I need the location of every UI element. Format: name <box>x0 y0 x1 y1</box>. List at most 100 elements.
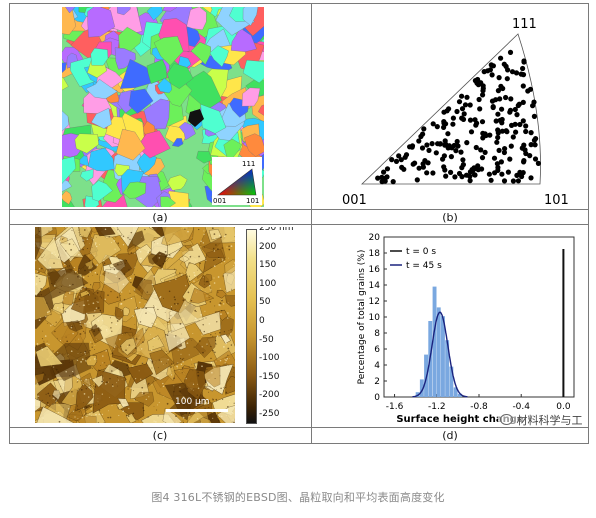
histogram-bars <box>412 249 565 398</box>
orientation-point <box>472 172 478 178</box>
orientation-point <box>462 102 469 108</box>
orientation-point <box>482 149 488 155</box>
ipf-legend-101: 101 <box>246 197 259 205</box>
grid-row-separator <box>9 209 589 210</box>
orientation-point <box>384 166 391 172</box>
orientation-point <box>379 174 385 180</box>
orientation-point <box>430 121 436 127</box>
orientation-point <box>475 167 481 173</box>
y-tick-label: 10 <box>369 313 381 323</box>
orientation-point <box>473 122 479 128</box>
orientation-point <box>497 96 503 102</box>
orientation-point <box>495 167 501 173</box>
orientation-point <box>475 82 482 88</box>
orientation-point <box>467 173 473 179</box>
grid-column-separator <box>311 3 312 444</box>
colorbar-tick-label: 50 <box>259 297 271 308</box>
orientation-point <box>389 157 395 163</box>
y-axis-label: Percentage of total grains (%) <box>357 250 367 385</box>
orientation-point <box>494 139 500 145</box>
orientation-point <box>521 142 527 148</box>
surface-height-histogram: Percentage of total grains (%) Surface h… <box>357 233 575 425</box>
histogram-bar-45s <box>445 340 450 397</box>
orientation-point <box>416 138 422 144</box>
orientation-point <box>461 111 467 117</box>
orientation-point <box>444 108 450 114</box>
orientation-point <box>467 178 473 184</box>
orientation-point <box>433 150 439 156</box>
orientation-point <box>532 142 538 148</box>
colorbar-tick-label: 200 <box>259 241 277 252</box>
orientation-point <box>521 159 527 165</box>
orientation-point <box>448 154 454 160</box>
orientation-point <box>443 173 449 179</box>
orientation-point <box>501 178 508 184</box>
orientation-point <box>459 115 465 121</box>
orientation-point <box>512 121 518 127</box>
pole-111-label: 111 <box>512 17 537 32</box>
orientation-point <box>430 170 436 176</box>
orientation-point <box>390 179 396 185</box>
figure-grid: (a) (b) (c) (d) 111 001 10 <box>9 3 589 444</box>
orientation-point <box>467 117 474 123</box>
orientation-point <box>459 106 466 112</box>
orientation-point <box>398 157 404 163</box>
orientation-point <box>527 86 534 92</box>
orientation-point <box>520 65 526 72</box>
orientation-point <box>523 128 529 135</box>
colorbar-tick-label: 0 <box>259 316 265 326</box>
orientation-point <box>488 62 494 68</box>
grid-border-right <box>588 3 589 444</box>
ipf-legend-111: 111 <box>242 160 255 168</box>
watermark-text: 材料科学与工程 <box>516 414 583 427</box>
orientation-point <box>515 102 521 109</box>
pole-001-label: 001 <box>342 193 367 208</box>
y-tick-label: 0 <box>374 393 380 403</box>
orientation-point <box>450 121 456 127</box>
orientation-point <box>496 147 502 153</box>
orientation-point <box>499 106 505 112</box>
histogram-bar-45s <box>457 393 462 397</box>
orientation-point <box>454 108 460 115</box>
ebsd-map: 111 001 101 <box>62 7 264 207</box>
orientation-point <box>401 166 407 172</box>
orientation-point <box>477 106 483 112</box>
wechat-icon <box>500 414 513 425</box>
orientation-point <box>496 75 502 81</box>
colorbar-tick-label: 250 nm <box>259 227 294 233</box>
y-tick-label: 6 <box>374 345 380 355</box>
legend-label: t = 45 s <box>406 261 442 271</box>
orientation-point <box>480 88 486 94</box>
panel-d-label: (d) <box>442 429 458 442</box>
orientation-point <box>489 72 495 78</box>
orientation-point <box>503 128 509 134</box>
y-tick-label: 12 <box>369 297 380 307</box>
y-tick-label: 14 <box>369 281 381 291</box>
orientation-point <box>453 148 459 154</box>
orientation-point <box>396 153 402 159</box>
orientation-point <box>517 121 523 128</box>
y-tick-label: 16 <box>369 265 381 275</box>
orientation-point <box>508 143 514 149</box>
grid-row-separator <box>9 224 589 225</box>
surface-height-map <box>35 227 235 423</box>
orientation-point <box>528 142 534 148</box>
orientation-point <box>456 99 463 105</box>
orientation-point <box>445 131 451 137</box>
orientation-point <box>475 163 481 169</box>
orientation-point <box>495 111 501 117</box>
orientation-point <box>407 144 413 150</box>
orientation-point <box>468 129 475 135</box>
orientation-point <box>521 58 527 64</box>
orientation-point <box>533 136 539 142</box>
orientation-point <box>498 83 504 89</box>
inverse-pole-figure: 111 001 101 <box>342 17 569 208</box>
histogram-bar-45s <box>453 387 458 397</box>
orientation-point <box>455 143 461 149</box>
x-tick-label: -1.2 <box>428 402 446 412</box>
orientation-point <box>421 126 427 132</box>
orientation-point <box>493 118 499 124</box>
orientation-point <box>437 141 443 147</box>
orientation-point <box>416 165 422 171</box>
colorbar-tick-label: -150 <box>259 371 280 382</box>
